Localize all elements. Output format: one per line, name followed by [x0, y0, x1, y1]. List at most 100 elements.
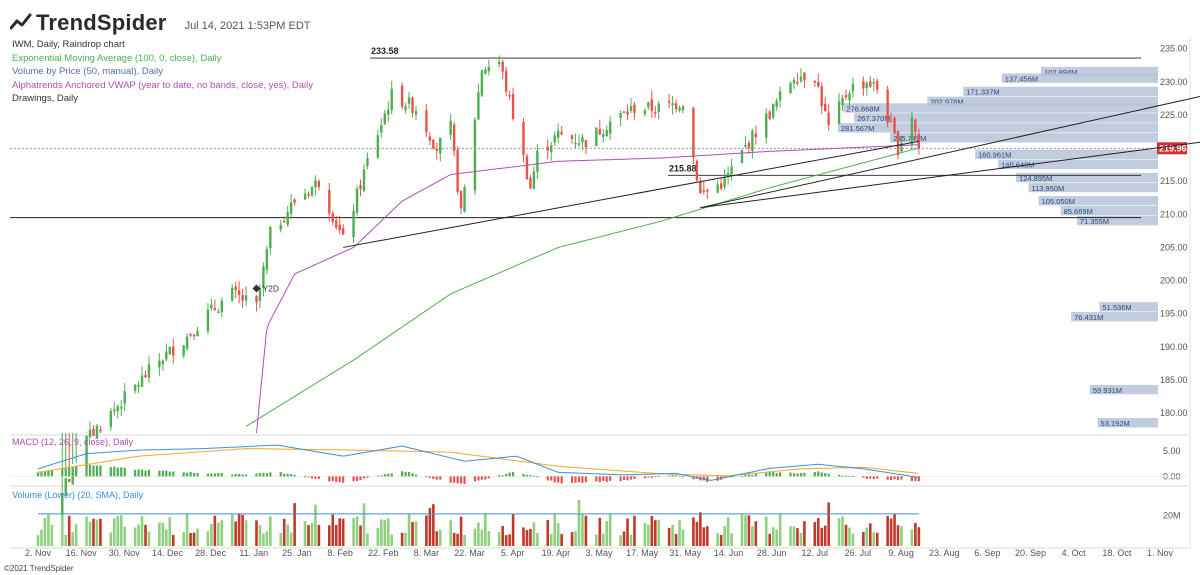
macd-histogram-bar [64, 468, 67, 477]
candle-body [435, 149, 439, 151]
macd-histogram-bar [595, 476, 598, 482]
candle-body [886, 89, 889, 123]
anchor-marker-label: Y2D [262, 284, 279, 294]
volume-bar [497, 532, 501, 546]
macd-histogram-bar [511, 471, 515, 477]
x-tick-label: 22. Feb [368, 548, 399, 558]
macd-histogram-bar [380, 475, 383, 477]
candle-body [876, 81, 879, 90]
macd-histogram-bar [459, 476, 463, 484]
macd-histogram-bar [824, 472, 827, 477]
macd-histogram-bar [765, 472, 768, 477]
volume-bar [917, 527, 921, 546]
macd-histogram-bar [161, 470, 164, 477]
volume-bar [262, 533, 265, 546]
candle-body [477, 92, 480, 120]
candle-body [338, 224, 341, 231]
volume-bar [376, 527, 380, 546]
candle-body [120, 407, 123, 409]
macd-histogram-bar [71, 467, 74, 477]
macd-histogram-bar [85, 463, 88, 477]
candle-body [726, 173, 730, 177]
candle-body [99, 429, 102, 432]
macd-histogram-bar [779, 472, 782, 477]
volume-bar [282, 518, 286, 546]
macd-pane-title[interactable]: MACD (12, 26, 9, close), Daily [12, 437, 134, 447]
legend-anchored-vwap[interactable]: Alphatrends Anchored VWAP (year to date,… [12, 79, 313, 91]
volume-bar [803, 521, 806, 546]
macd-histogram-bar [751, 474, 754, 477]
volume-bar [595, 534, 598, 546]
macd-histogram-bar [359, 476, 362, 481]
volume-bar [730, 533, 733, 546]
volume-bar [678, 520, 681, 546]
candle-body [848, 93, 851, 101]
volume-by-price-label: 113.950M [1031, 184, 1064, 193]
candle-body [68, 478, 71, 483]
volume-bar [43, 517, 47, 546]
macd-histogram-bar [314, 476, 317, 479]
volume-bar [546, 519, 550, 546]
macd-histogram-bar [584, 476, 588, 483]
y-tick-label: 210.00 [1160, 209, 1188, 219]
volume-bar [477, 522, 480, 546]
volume-bar [792, 526, 796, 546]
horizontal-level-label: 233.58 [371, 46, 399, 56]
legend-symbol[interactable]: IWM, Daily, Raindrop chart [12, 39, 125, 50]
macd-histogram-bar [692, 476, 695, 480]
macd-histogram-bar [165, 470, 168, 477]
macd-histogram-bar [487, 476, 490, 479]
candle-body [862, 81, 865, 89]
candle-body [671, 103, 674, 106]
macd-histogram-bar [602, 476, 605, 481]
candle-body [217, 311, 220, 313]
volume-bar [768, 533, 772, 546]
volume-bar [726, 516, 730, 546]
volume-bar [536, 532, 539, 546]
volume-bar [823, 525, 827, 546]
x-tick-label: 20. Sep [1015, 548, 1046, 558]
candle-body [820, 86, 823, 107]
macd-histogram-bar [914, 476, 917, 481]
macd-histogram-bar [827, 473, 830, 477]
volume-bar [629, 534, 633, 546]
candle-body [910, 117, 914, 145]
candle-body [137, 384, 140, 387]
candle-body [196, 330, 199, 337]
legend-volume-by-price[interactable]: Volume by Price (50, manual), Daily [12, 66, 164, 78]
candle-body [425, 110, 428, 133]
volume-bar [868, 523, 872, 546]
macd-histogram-bar [557, 476, 560, 483]
candle-body [893, 117, 896, 134]
macd-histogram-bar [799, 472, 803, 477]
legend-ema[interactable]: Exponential Moving Average (100, 0, clos… [12, 52, 222, 64]
macd-histogram-bar [352, 476, 355, 482]
legend-drawings[interactable]: Drawings, Daily [12, 93, 78, 105]
macd-histogram-bar [532, 475, 536, 477]
candle-body [754, 133, 758, 138]
brand-name: TrendSpider [36, 10, 167, 35]
volume-bar [837, 518, 841, 546]
candle-body [428, 136, 432, 141]
macd-histogram-bar [456, 476, 459, 484]
x-tick-label: 8. Mar [414, 548, 440, 558]
candle-body [771, 103, 775, 118]
volume-pane-title[interactable]: Volume (Lower) (20, SMA), Daily [12, 490, 144, 500]
indicator-legend: IWM, Daily, Raindrop chart Exponential M… [12, 38, 313, 106]
y-tick-label: 185.00 [1160, 375, 1188, 385]
macd-histogram-bar [182, 472, 185, 477]
header: TrendSpider Jul 14, 2021 1:53PM EDT [10, 10, 311, 36]
candle-body [602, 134, 605, 137]
volume-bar [473, 528, 477, 546]
volume-bar [456, 533, 459, 546]
candle-body [64, 478, 67, 496]
candle-body [598, 129, 601, 135]
volume-by-price-bar [854, 113, 1158, 123]
volume-bar [459, 516, 463, 546]
candle-body [234, 286, 237, 290]
volume-bar [862, 532, 865, 546]
candle-body [504, 70, 508, 92]
candle-body [185, 336, 189, 349]
macd-histogram-bar [803, 472, 806, 477]
